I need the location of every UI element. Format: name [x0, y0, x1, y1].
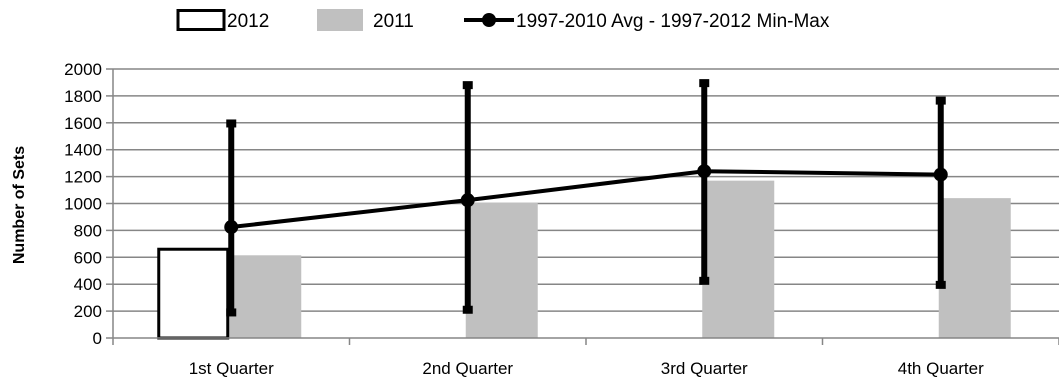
average-point	[224, 220, 239, 235]
x-tick-label: 3rd Quarter	[661, 359, 748, 378]
legend-label-2011: 2011	[373, 11, 414, 32]
legend-label-2012: 2012	[227, 11, 269, 32]
average-point	[460, 193, 475, 208]
y-tick-label: 1400	[64, 141, 102, 160]
error-cap-max	[935, 96, 946, 105]
y-tick-label: 2000	[64, 60, 102, 79]
average-point	[933, 167, 948, 182]
y-tick-label: 1600	[64, 114, 102, 133]
y-axis-label: Number of Sets	[11, 146, 28, 264]
y-tick-label: 600	[74, 248, 102, 267]
error-cap-max	[226, 119, 237, 128]
x-tick-label: 4th Quarter	[898, 359, 984, 378]
error-bars	[226, 79, 946, 317]
error-cap-min	[935, 280, 946, 289]
x-tick-label: 2nd Quarter	[422, 359, 513, 378]
bar-2011	[702, 180, 775, 338]
legend: 2012 2011 1997-2010 Avg - 1997-2012 Min-Ma…	[176, 9, 830, 32]
error-cap-min	[462, 305, 473, 314]
y-tick-label: 1800	[64, 87, 102, 106]
bars	[157, 180, 1011, 340]
y-tick-label: 400	[74, 275, 102, 294]
x-tick-labels: 1st Quarter 2nd Quarter 3rd Quarter 4th Qua…	[189, 359, 984, 378]
error-cap-max	[699, 79, 710, 88]
error-cap-max	[462, 81, 473, 90]
average-series-line	[231, 169, 941, 230]
y-tick-label: 800	[74, 221, 102, 240]
average-point	[697, 164, 712, 179]
y-tick-label: 1200	[64, 168, 102, 187]
bar-2011	[465, 202, 538, 338]
axes	[106, 68, 1059, 345]
average-line	[224, 164, 948, 235]
y-tick-labels: 0 200 400 600 800 1000 1200 1400 1600 1800 2000	[64, 60, 102, 348]
legend-label-avg: 1997-2010 Avg - 1997-2012 Min-Max	[516, 11, 830, 32]
y-tick-label: 0	[93, 329, 102, 348]
bar-2011	[229, 255, 302, 338]
y-tick-label: 1000	[64, 195, 102, 214]
error-cap-min	[226, 308, 237, 317]
legend-swatch-2012	[176, 9, 226, 31]
bar-2012	[157, 247, 230, 340]
bar-2011	[938, 198, 1011, 338]
legend-swatch-2011	[317, 9, 363, 31]
x-tick-label: 1st Quarter	[189, 359, 274, 378]
y-tick-label: 200	[74, 302, 102, 321]
error-cap-min	[699, 276, 710, 285]
legend-marker-avg	[482, 13, 496, 27]
